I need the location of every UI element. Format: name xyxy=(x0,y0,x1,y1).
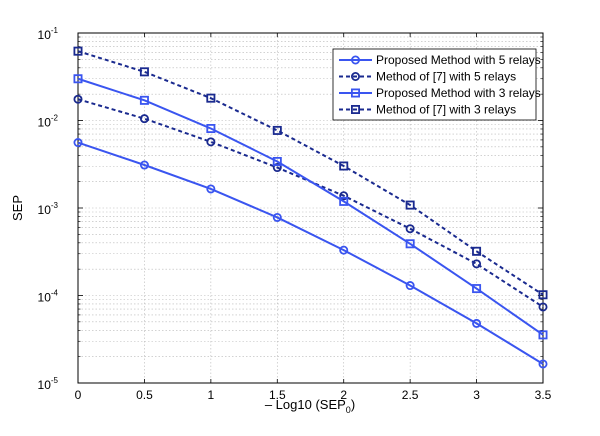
data-point xyxy=(472,246,482,256)
x-tick-label: 2 xyxy=(340,388,347,402)
y-tick-label: 10-4 xyxy=(38,289,59,305)
data-point xyxy=(139,67,149,77)
axis-ticks: 0 0.5 1 1.5 2 2.5 3 3.510-510-410-310-210-1 xyxy=(38,26,552,402)
series-1 xyxy=(73,138,548,369)
legend-item: Proposed Method with 5 relays xyxy=(339,53,541,67)
y-tick-label-base: 10 xyxy=(38,378,52,392)
legend-label: Proposed Method with 3 relays xyxy=(376,86,541,100)
data-point xyxy=(272,156,282,166)
y-tick-label: 10-2 xyxy=(38,114,59,130)
y-tick-label: 10-1 xyxy=(38,26,59,42)
x-axis-label-main: – Log10 (SEP xyxy=(265,397,346,412)
y-tick-label-exponent: -3 xyxy=(51,201,59,210)
data-point xyxy=(206,93,216,103)
y-tick-label-base: 10 xyxy=(38,203,52,217)
legend-marker xyxy=(350,105,360,115)
x-tick-label: 2.5 xyxy=(402,388,419,402)
data-point xyxy=(139,160,149,170)
data-point xyxy=(73,46,83,56)
data-point xyxy=(472,259,482,269)
legend-label: Method of [7] with 5 relays xyxy=(376,70,516,84)
data-point xyxy=(73,74,83,84)
x-tick-label: 0 xyxy=(75,388,82,402)
series-4 xyxy=(73,46,548,300)
legend-marker xyxy=(350,88,360,98)
y-tick-label-exponent: -4 xyxy=(51,289,59,298)
legend-label: Method of [7] with 3 relays xyxy=(376,103,516,117)
grid xyxy=(78,33,543,383)
data-point xyxy=(339,245,349,255)
data-point xyxy=(405,239,415,249)
x-axis-label-subscript: 0 xyxy=(346,405,351,415)
legend: Proposed Method with 5 relays Method of [… xyxy=(332,48,541,121)
data-point xyxy=(538,359,548,369)
x-tick-label: 1.5 xyxy=(269,388,286,402)
data-point xyxy=(272,125,282,135)
x-tick-label: 3.5 xyxy=(535,388,552,402)
data-point xyxy=(139,95,149,105)
data-point xyxy=(272,212,282,222)
legend-marker xyxy=(350,55,360,65)
y-tick-label-exponent: -1 xyxy=(51,26,59,35)
data-point xyxy=(339,161,349,171)
data-point xyxy=(538,290,548,300)
data-point xyxy=(206,137,216,147)
series-line xyxy=(77,50,544,296)
data-point xyxy=(73,138,83,148)
data-point xyxy=(206,124,216,134)
y-tick-label-base: 10 xyxy=(38,28,52,42)
data-point xyxy=(339,196,349,206)
data-point xyxy=(272,163,282,173)
y-tick-label-base: 10 xyxy=(38,116,52,130)
legend-item: Method of [7] with 3 relays xyxy=(339,103,516,117)
data-point xyxy=(139,114,149,124)
x-tick-label: 0.5 xyxy=(136,388,153,402)
data-point xyxy=(538,330,548,340)
series-3 xyxy=(73,74,548,340)
y-tick-label: 10-3 xyxy=(38,201,59,217)
x-axis-label: – Log10 (SEP0) xyxy=(265,397,355,415)
data-point xyxy=(472,284,482,294)
y-tick-label: 10-5 xyxy=(38,376,59,392)
data-point xyxy=(73,94,83,104)
data-point xyxy=(472,318,482,328)
y-axis-label: SEP xyxy=(10,195,25,221)
series xyxy=(73,46,548,369)
x-tick-label: 3 xyxy=(473,388,480,402)
legend-label: Proposed Method with 5 relays xyxy=(376,53,541,67)
y-tick-label-base: 10 xyxy=(38,291,52,305)
legend-item: Proposed Method with 3 relays xyxy=(339,86,541,100)
data-point xyxy=(206,184,216,194)
y-tick-label-exponent: -5 xyxy=(51,376,59,385)
series-line xyxy=(77,77,544,336)
x-tick-label: 1 xyxy=(208,388,215,402)
x-axis-label-suffix: ) xyxy=(351,397,355,412)
legend-item: Method of [7] with 5 relays xyxy=(339,70,516,84)
series-line xyxy=(77,141,544,365)
y-tick-label-exponent: -2 xyxy=(51,114,59,123)
data-point xyxy=(339,191,349,201)
data-point xyxy=(405,281,415,291)
data-point xyxy=(405,224,415,234)
legend-marker xyxy=(350,72,360,82)
data-point xyxy=(538,302,548,312)
data-point xyxy=(405,200,415,210)
